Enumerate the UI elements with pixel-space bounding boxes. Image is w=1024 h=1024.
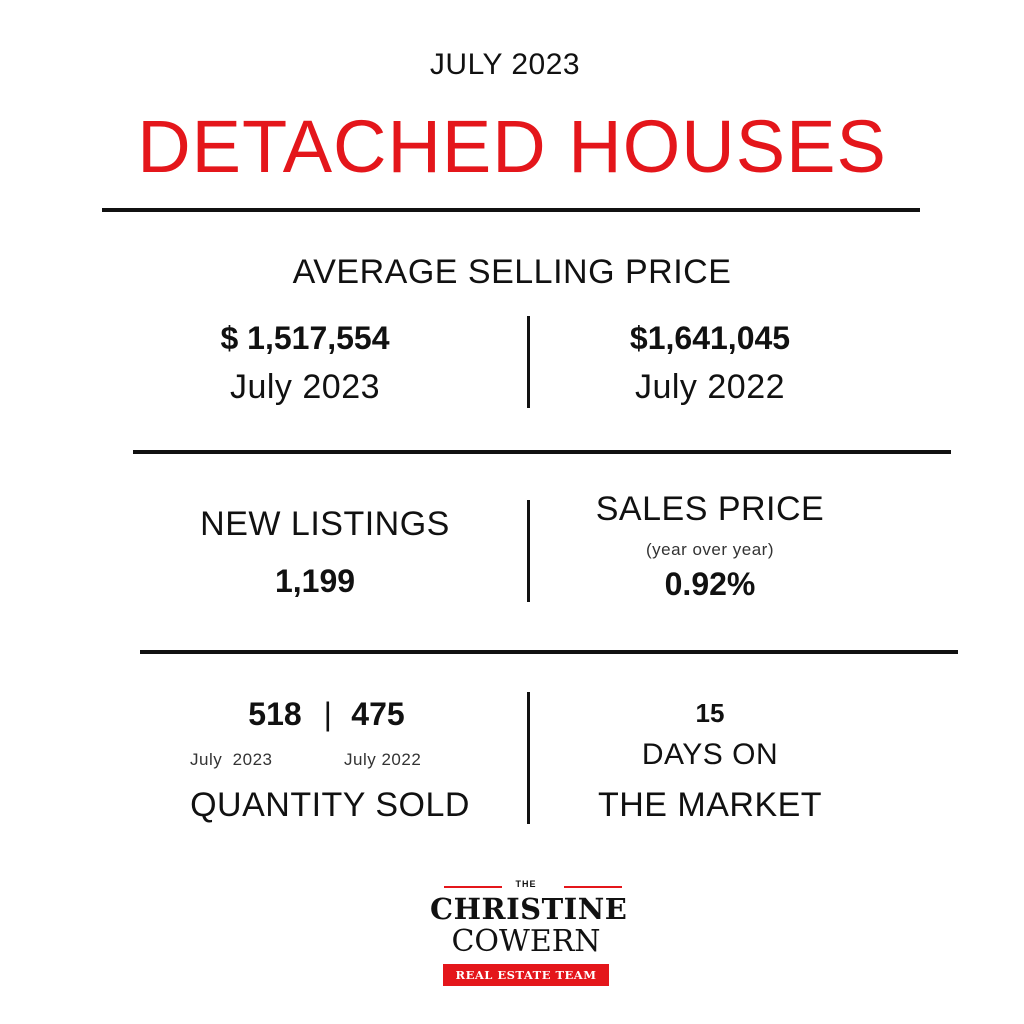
divider-quantity [527,692,530,824]
quantity-sold-current-period: July 2023 [190,750,273,769]
divider-bottom [140,650,958,654]
days-on-market-label-line2: THE MARKET [597,786,823,824]
days-on-market-value: 15 [695,698,725,728]
sales-price-label: SALES PRICE [595,490,825,528]
logo-tagline: REAL ESTATE TEAM [443,964,609,986]
divider-avg-price [527,316,530,408]
avg-price-previous-period: July 2022 [634,368,786,406]
avg-price-current-period: July 2023 [229,368,381,406]
sales-price-note: (year over year) [646,540,774,559]
new-listings-value: 1,199 [274,563,356,599]
avg-price-label: AVERAGE SELLING PRICE [292,253,732,291]
logo-rule-left [444,886,502,888]
quantity-sold-previous-period: July 2022 [344,750,422,769]
new-listings-label: NEW LISTINGS [200,505,450,543]
sales-price-value: 0.92% [664,566,756,602]
avg-price-previous-value: $1,641,045 [629,320,791,356]
quantity-sold-label: QUANTITY SOLD [190,786,470,824]
quantity-sold-separator: | [323,696,333,732]
logo-rule-right [564,886,622,888]
logo-the: THE [515,879,537,889]
avg-price-current-value: $ 1,517,554 [220,320,390,356]
logo-name-last: COWERN [451,924,601,959]
page-title: DETACHED HOUSES [137,105,887,188]
logo-name-first: CHRISTINE [430,892,628,926]
brand-logo: THE CHRISTINE COWERN REAL ESTATE TEAM [430,879,628,995]
days-on-market-label-line1: DAYS ON [641,738,779,771]
divider-listings [527,500,530,602]
divider-middle [133,450,951,454]
divider-top [102,208,920,212]
report-period: JULY 2023 [429,48,581,81]
quantity-sold-previous-value: 475 [351,696,405,732]
quantity-sold-current-value: 518 [248,696,302,732]
